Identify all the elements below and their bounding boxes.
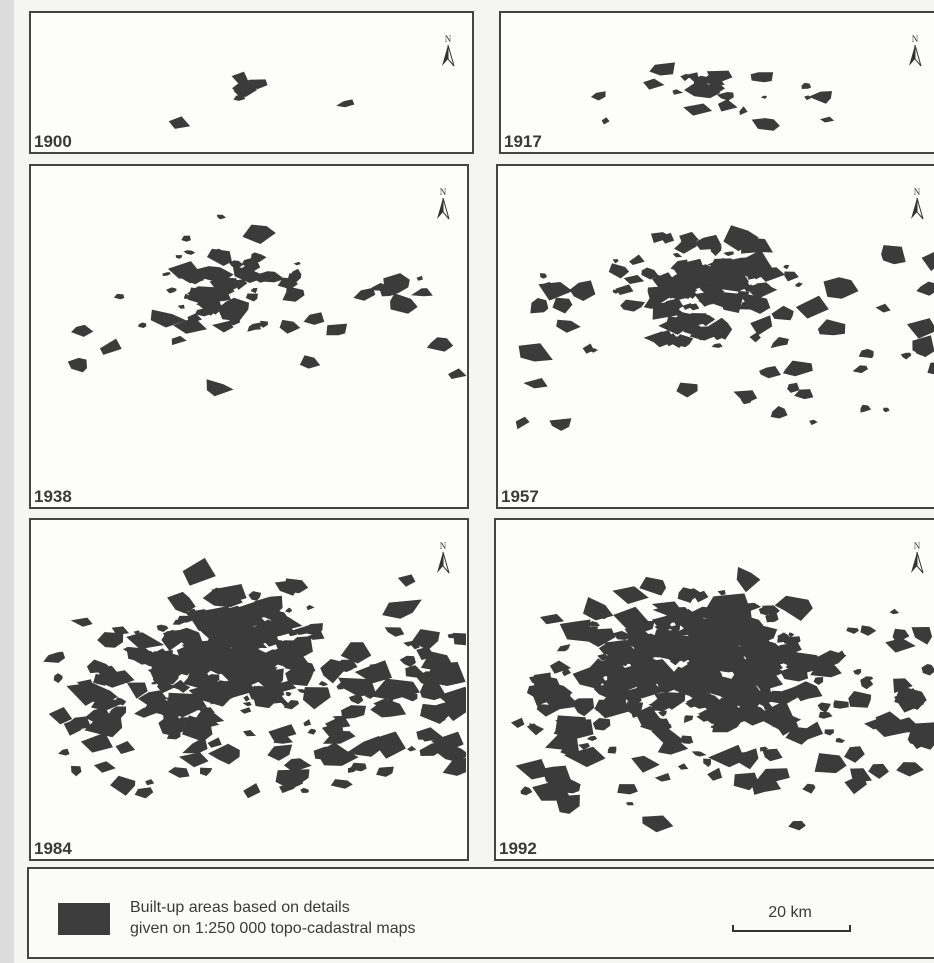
- built-up-area: [326, 324, 347, 336]
- year-label: 1984: [34, 839, 72, 858]
- north-label: N: [440, 187, 447, 197]
- legend: Built-up areas based on details given on…: [28, 868, 934, 958]
- page-edge: [0, 0, 14, 963]
- legend-text: Built-up areas based on details: [130, 899, 350, 916]
- year-label: 1900: [34, 132, 72, 151]
- north-label: N: [440, 541, 447, 551]
- year-label: 1938: [34, 487, 72, 506]
- north-label: N: [445, 34, 452, 44]
- built-up-area: [751, 72, 774, 82]
- north-label: N: [914, 187, 921, 197]
- panel-frame: [30, 165, 468, 508]
- map-panel: N 1984: [30, 519, 480, 860]
- built-up-area: [681, 736, 693, 744]
- year-label: 1992: [499, 839, 537, 858]
- map-panel: N 1938: [30, 165, 468, 508]
- legend-swatch: [58, 903, 110, 935]
- year-label: 1917: [504, 132, 542, 151]
- figure: N 1900 N 1917 N 1938 N 1957 N 1984 N 1992 Built-up …: [0, 0, 934, 963]
- map-panel: N 1917: [500, 12, 934, 153]
- scale-label: 20 km: [768, 904, 812, 921]
- year-label: 1957: [501, 487, 539, 506]
- north-label: N: [914, 541, 921, 551]
- map-panel: N 1992: [495, 519, 934, 860]
- north-label: N: [912, 34, 919, 44]
- legend-text: given on 1:250 000 topo-cadastral maps: [130, 920, 416, 937]
- map-panel: N 1957: [497, 165, 934, 508]
- map-panel: N 1900: [30, 12, 473, 153]
